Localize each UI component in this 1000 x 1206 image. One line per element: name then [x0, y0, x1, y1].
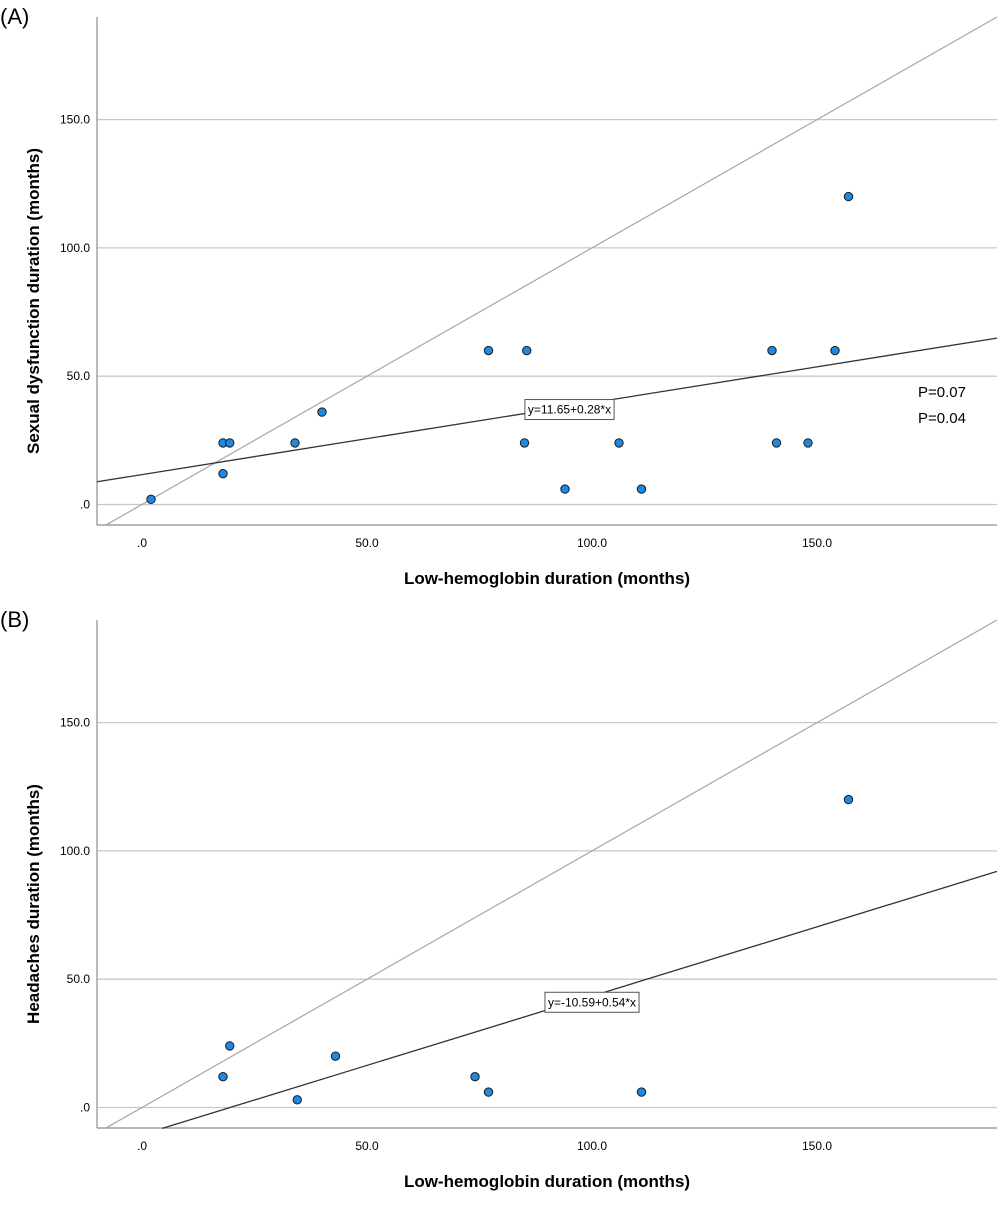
data-point	[636, 1087, 647, 1097]
x-tick-label: 100.0	[577, 1139, 607, 1153]
data-point	[614, 438, 624, 448]
data-point	[317, 407, 327, 417]
chart-a-svg: (A) .0 50.0 100.0 150.0 .0 50.0 100.0 150.0 Low-h…	[0, 4, 998, 588]
data-point	[843, 191, 854, 202]
x-axis-title: Low-hemoglobin duration (months)	[404, 569, 690, 588]
data-point	[522, 345, 532, 356]
x-tick-label: 150.0	[802, 536, 832, 550]
x-tick-label: 100.0	[577, 536, 607, 550]
data-point	[767, 345, 777, 356]
data-point	[225, 1041, 235, 1051]
data-point	[636, 484, 647, 494]
x-tick-label: 50.0	[355, 536, 379, 550]
y-axis-title: Sexual dysfunction duration (months)	[24, 148, 43, 454]
data-point	[483, 1087, 494, 1097]
p-value-annotation: P=0.07	[918, 384, 966, 401]
y-tick-label: 50.0	[67, 369, 91, 383]
data-point	[146, 494, 156, 505]
y-tick-label: 100.0	[60, 241, 90, 255]
panel-a: (A) .0 50.0 100.0 150.0 .0 50.0 100.0 150.0 Low-h…	[0, 4, 998, 588]
data-point	[803, 438, 813, 448]
fit-equation-box	[524, 399, 615, 421]
data-point	[225, 438, 235, 448]
data-point	[218, 468, 228, 479]
x-tick-label: 150.0	[802, 1139, 832, 1153]
panel-b-label: (B)	[0, 607, 29, 632]
fit-equation-label: y=11.65+0.28*x	[528, 403, 611, 417]
y-tick-label: 100.0	[60, 844, 90, 858]
y-tick-label: .0	[80, 497, 90, 511]
data-point	[560, 484, 570, 494]
data-point	[292, 1095, 302, 1105]
reference-line	[105, 619, 998, 1129]
y-tick-label: 50.0	[67, 972, 91, 986]
data-point	[483, 345, 494, 356]
fit-equation-label: y=-10.59+0.54*x	[548, 995, 636, 1009]
data-point	[218, 1071, 228, 1082]
data-point	[330, 1051, 341, 1061]
data-point	[470, 1071, 480, 1082]
x-tick-label: 50.0	[355, 1139, 379, 1153]
data-point	[830, 345, 840, 356]
x-tick-label: .0	[137, 536, 147, 550]
panel-a-label: (A)	[0, 4, 29, 29]
x-axis-title: Low-hemoglobin duration (months)	[404, 1172, 690, 1191]
fit-equation-box	[544, 991, 640, 1013]
y-axis-title: Headaches duration (months)	[24, 784, 43, 1024]
reference-line	[105, 16, 998, 526]
p-value-annotation: P=0.04	[918, 410, 966, 427]
chart-b-svg: (B) .0 50.0 100.0 150.0 .0 50.0 100.0 150.0 Low-h…	[0, 607, 998, 1191]
y-tick-label: 150.0	[60, 113, 90, 127]
y-tick-label: .0	[80, 1100, 90, 1114]
data-point	[290, 438, 300, 448]
data-point	[843, 794, 854, 805]
y-tick-label: 150.0	[60, 716, 90, 730]
panel-b: (B) .0 50.0 100.0 150.0 .0 50.0 100.0 150.0 Low-h…	[0, 603, 1000, 1206]
data-point	[519, 438, 530, 448]
x-tick-label: .0	[137, 1139, 147, 1153]
data-point	[771, 438, 782, 448]
